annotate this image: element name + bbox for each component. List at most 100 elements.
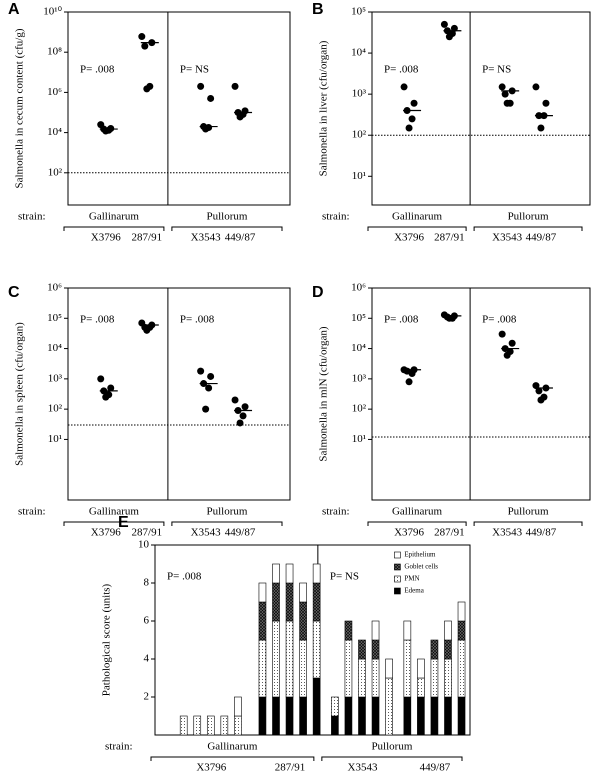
y-tick-label: 10⁵ bbox=[47, 312, 62, 324]
bar-segment bbox=[206, 715, 215, 736]
data-point bbox=[537, 396, 545, 404]
group-label: Pullorum bbox=[508, 211, 549, 223]
bar-segment bbox=[193, 715, 202, 736]
bar-segment bbox=[285, 620, 294, 698]
data-point bbox=[231, 82, 239, 90]
data-point bbox=[231, 396, 239, 404]
y-tick-label: 10⁴ bbox=[351, 342, 366, 354]
bar-segment bbox=[457, 601, 466, 622]
bar-segment bbox=[285, 563, 294, 584]
x-tick-label: X3796 bbox=[91, 232, 121, 244]
bar-segment bbox=[444, 696, 452, 736]
x-tick-label: X3796 bbox=[91, 527, 121, 539]
data-point bbox=[197, 367, 205, 375]
x-tick-label: X3543 bbox=[191, 232, 221, 244]
group-bracket bbox=[367, 226, 467, 231]
p-value: P= .008 bbox=[482, 314, 517, 326]
bar-segment bbox=[258, 696, 267, 736]
x-tick-label: 449/87 bbox=[225, 527, 256, 539]
bar-segment bbox=[258, 639, 267, 698]
x-tick-label: 287/91 bbox=[434, 232, 465, 244]
y-tick-label: 10⁸ bbox=[47, 46, 62, 58]
bar-segment bbox=[285, 696, 294, 736]
y-tick-label: 10⁶ bbox=[47, 282, 62, 294]
y-tick-label: 10² bbox=[48, 403, 63, 415]
x-tick-label: 449/87 bbox=[526, 527, 557, 539]
bar-segment bbox=[385, 658, 393, 679]
x-tick-label: 287/91 bbox=[132, 527, 163, 539]
bar-segment bbox=[371, 639, 380, 660]
panel-label: A bbox=[8, 1, 20, 18]
data-point bbox=[138, 33, 146, 41]
data-point bbox=[202, 125, 210, 133]
bar-segment bbox=[430, 658, 439, 698]
bar-segment bbox=[417, 658, 425, 679]
p-value: P= .008 bbox=[80, 314, 115, 326]
group-bracket bbox=[321, 756, 463, 761]
group-label: Gallinarum bbox=[89, 211, 140, 223]
p-value: P= .008 bbox=[384, 314, 419, 326]
data-point bbox=[207, 94, 215, 102]
y-tick-label: 10⁴ bbox=[47, 126, 62, 138]
group-label: Pullorum bbox=[206, 211, 247, 223]
x-tick-label: 287/91 bbox=[434, 527, 465, 539]
data-point bbox=[445, 314, 453, 322]
bar-segment bbox=[344, 639, 353, 698]
bar-segment bbox=[312, 582, 321, 622]
bar-segment bbox=[179, 715, 188, 736]
group-bracket bbox=[171, 226, 283, 231]
data-point bbox=[405, 378, 413, 386]
group-label: Gallinarum bbox=[392, 506, 443, 518]
y-tick-label: 10³ bbox=[352, 88, 367, 100]
y-tick-label: 10² bbox=[352, 403, 367, 415]
data-point bbox=[400, 83, 408, 91]
bar-segment bbox=[358, 639, 366, 660]
plot-frame bbox=[154, 544, 471, 736]
bar-segment bbox=[234, 715, 242, 736]
group-bracket bbox=[473, 521, 583, 526]
group-label: Pullorum bbox=[206, 506, 247, 518]
group-bracket bbox=[150, 756, 315, 761]
y-axis-label: Salmonella in liver (cfu/organ) bbox=[318, 40, 330, 176]
p-value: P= .008 bbox=[180, 314, 215, 326]
bar-segment bbox=[312, 620, 321, 679]
data-point bbox=[542, 99, 550, 107]
y-tick-label: 10¹⁰ bbox=[43, 6, 62, 18]
bar-segment bbox=[385, 677, 393, 736]
strain-label: strain: bbox=[105, 741, 133, 753]
bar-segment bbox=[444, 620, 452, 641]
group-label: Pullorum bbox=[508, 506, 549, 518]
group-bracket bbox=[171, 521, 283, 526]
data-point bbox=[503, 351, 511, 359]
y-tick-label: 10 bbox=[138, 539, 150, 551]
panel-label: C bbox=[8, 284, 20, 301]
bar-segment bbox=[299, 601, 307, 641]
data-point bbox=[498, 83, 506, 91]
strain-label: strain: bbox=[18, 506, 46, 518]
legend-label: Epithelium bbox=[404, 551, 436, 559]
plot-frame bbox=[67, 287, 291, 501]
y-axis-label: Salmonella in spleen (cfu/organ) bbox=[14, 322, 26, 466]
data-point bbox=[97, 375, 105, 383]
x-tick-label: 449/87 bbox=[420, 762, 451, 773]
data-point bbox=[498, 330, 506, 338]
p-value: P= NS bbox=[330, 571, 359, 583]
bar-segment bbox=[344, 620, 353, 641]
bar-segment bbox=[299, 582, 307, 603]
legend-label: PMN bbox=[404, 575, 419, 583]
bar-segment bbox=[272, 696, 280, 736]
x-tick-label: X3543 bbox=[492, 527, 522, 539]
bar-segment bbox=[331, 696, 339, 717]
y-tick-label: 4 bbox=[144, 653, 150, 665]
strain-label: strain: bbox=[322, 211, 350, 223]
panel-label: E bbox=[118, 514, 129, 531]
p-value: P= NS bbox=[482, 64, 511, 76]
bar-segment bbox=[403, 696, 412, 736]
bar-segment bbox=[417, 696, 425, 736]
y-tick-label: 10¹ bbox=[352, 170, 366, 182]
y-tick-label: 10⁶ bbox=[47, 86, 62, 98]
data-point bbox=[143, 85, 151, 93]
y-tick-label: 6 bbox=[144, 615, 150, 627]
strain-label: strain: bbox=[322, 506, 350, 518]
legend-swatch bbox=[394, 551, 401, 559]
